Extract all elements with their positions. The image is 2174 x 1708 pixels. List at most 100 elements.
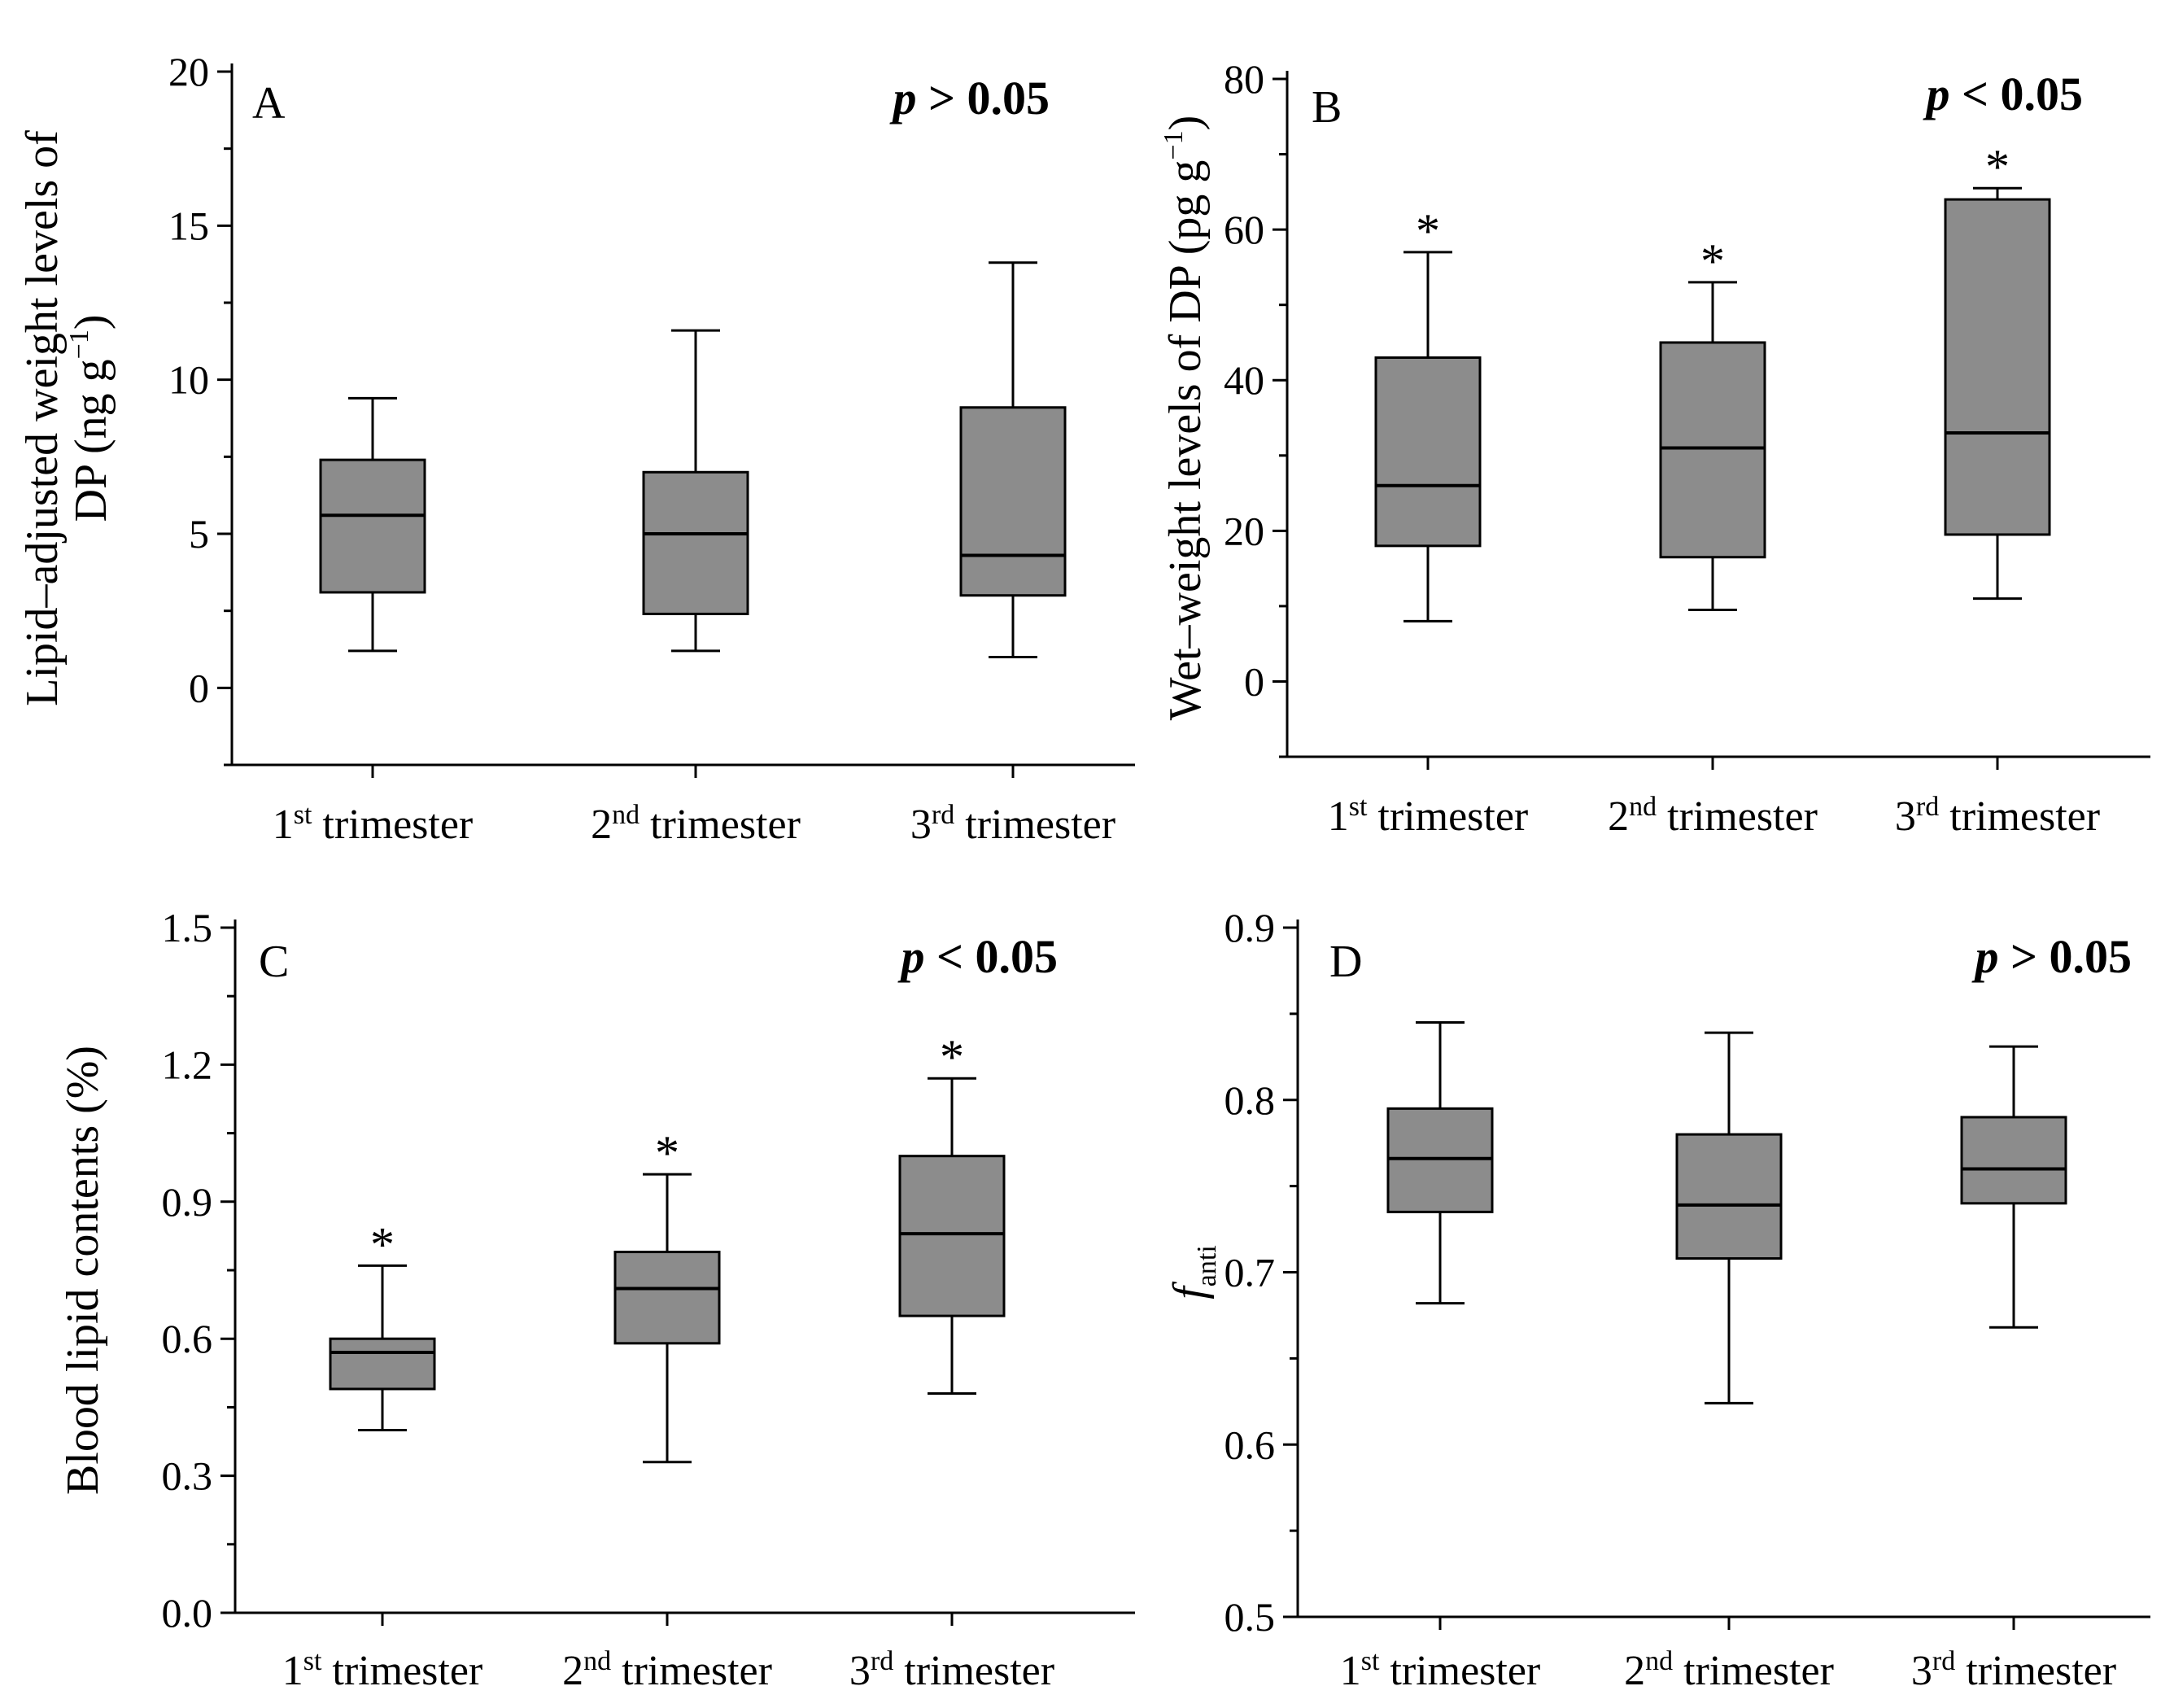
y-tick-label: 15: [168, 203, 209, 248]
significance-star: *: [655, 1126, 679, 1180]
panel-b: 0 20 40 60 80 * 1st trimester * 2nd trimester * 3r…: [1159, 56, 2150, 840]
y-tick-label: 40: [1224, 357, 1264, 403]
category-superscript: st: [1361, 1646, 1380, 1676]
panel-c: 0.0 0.3 0.6 0.9 1.2 1.5 * 1st trimester * 2nd tri…: [58, 905, 1135, 1694]
y-axis-title-close: ): [66, 315, 116, 330]
category-text: trimester: [1955, 1648, 2116, 1694]
category-label: 3rd trimester: [849, 1646, 1054, 1694]
p-value-symbol: p: [1922, 68, 1949, 120]
category-label: 2nd trimester: [1608, 792, 1818, 840]
y-tick-label: 0.6: [1225, 1422, 1276, 1467]
category-text: trimester: [1367, 793, 1528, 840]
p-value-text: > 0.05: [916, 72, 1050, 124]
significance-star: *: [370, 1217, 395, 1271]
significance-star: *: [940, 1030, 964, 1084]
category-superscript: rd: [1932, 1646, 1955, 1676]
category-text: trimester: [1673, 1648, 1834, 1694]
p-value: p > 0.05: [888, 72, 1050, 124]
y-axis-title-sup: −1: [64, 330, 94, 359]
category-number: 2: [591, 802, 612, 848]
category-label: 2nd trimester: [1624, 1646, 1834, 1694]
category-number: 3: [910, 802, 932, 848]
y-axis-title-line1: Lipid–adjusted weight levels of: [17, 130, 68, 706]
category-label: 2nd trimester: [562, 1646, 772, 1694]
p-value-symbol: p: [888, 72, 916, 124]
category-label: 1st trimester: [1340, 1646, 1541, 1694]
category-superscript: nd: [1629, 792, 1657, 822]
category-number: 3: [1911, 1648, 1932, 1694]
category-superscript: nd: [1645, 1646, 1673, 1676]
panel-letter: A: [252, 78, 286, 129]
p-value: p < 0.05: [897, 930, 1058, 983]
box-iqr: [329, 1337, 436, 1391]
y-axis-title-sub: anti: [1192, 1245, 1222, 1286]
p-value-symbol: p: [897, 930, 924, 983]
category-number: 3: [1895, 793, 1916, 840]
p-value-text: < 0.05: [924, 930, 1058, 983]
y-axis-title: Blood lipid contents (%): [58, 1046, 108, 1495]
category-superscript: nd: [612, 800, 640, 830]
y-tick-label: 0.9: [1225, 905, 1276, 950]
y-axis-title-text: Wet–weight levels of DP (pg g: [1160, 160, 1211, 721]
y-axis-title-line2: DP (ng g−1): [64, 315, 116, 522]
category-label: 3rd trimester: [910, 800, 1115, 848]
category-superscript: rd: [1916, 792, 1939, 822]
significance-star: *: [1416, 204, 1440, 258]
box-iqr: [1675, 1133, 1783, 1260]
box-iqr: [898, 1155, 1006, 1317]
y-axis-title-text: DP (ng g: [66, 359, 116, 522]
category-label: 2nd trimester: [591, 800, 801, 848]
y-axis-title: Wet–weight levels of DP (pg g−1): [1159, 116, 1211, 720]
box-iqr: [1659, 341, 1766, 559]
p-value-text: < 0.05: [1949, 68, 2083, 120]
p-value: p > 0.05: [1971, 930, 2132, 983]
y-tick-label: 80: [1224, 56, 1264, 102]
category-label: 1st trimester: [273, 800, 474, 848]
y-tick-label: 1.2: [162, 1042, 213, 1087]
box-iqr: [1386, 1107, 1494, 1213]
category-text: trimester: [640, 802, 801, 848]
category-superscript: st: [294, 800, 312, 830]
category-text: trimester: [312, 802, 473, 848]
category-text: trimester: [954, 802, 1115, 848]
y-tick-label: 0.5: [1225, 1594, 1276, 1640]
category-label: 1st trimester: [1328, 792, 1529, 840]
category-label: 3rd trimester: [1895, 792, 2100, 840]
box-iqr: [1944, 198, 2051, 536]
y-axis-title: fanti: [1164, 1245, 1222, 1300]
y-tick-label: 0: [1244, 658, 1264, 704]
category-number: 2: [1608, 793, 1629, 840]
category-text: trimester: [611, 1648, 772, 1694]
significance-star: *: [1985, 140, 2010, 194]
category-number: 2: [562, 1648, 583, 1694]
category-superscript: rd: [932, 800, 954, 830]
box-iqr: [642, 470, 749, 615]
y-tick-label: 0: [189, 665, 209, 710]
y-tick-label: 0.8: [1225, 1077, 1276, 1123]
panel-letter: D: [1329, 937, 1362, 987]
y-tick-label: 5: [189, 511, 209, 557]
category-superscript: st: [303, 1646, 322, 1676]
y-tick-label: 10: [168, 357, 209, 403]
box-iqr: [1374, 356, 1482, 548]
panel-letter: C: [259, 937, 289, 987]
y-tick-label: 20: [1224, 508, 1264, 553]
box-iqr: [959, 406, 1067, 597]
category-superscript: rd: [871, 1646, 893, 1676]
y-tick-label: 0.9: [162, 1179, 213, 1225]
category-text: trimester: [1379, 1648, 1540, 1694]
y-axis-title-text: Blood lipid contents (%): [58, 1046, 108, 1495]
box-iqr: [1960, 1116, 2067, 1205]
category-superscript: nd: [583, 1646, 611, 1676]
y-tick-label: 0.0: [162, 1590, 213, 1636]
category-number: 2: [1624, 1648, 1645, 1694]
category-number: 1: [1340, 1648, 1361, 1694]
box-iqr: [319, 458, 426, 594]
y-tick-label: 1.5: [162, 905, 213, 950]
category-number: 1: [282, 1648, 303, 1694]
y-tick-label: 60: [1224, 207, 1264, 252]
y-tick-label: 0.6: [162, 1316, 213, 1361]
